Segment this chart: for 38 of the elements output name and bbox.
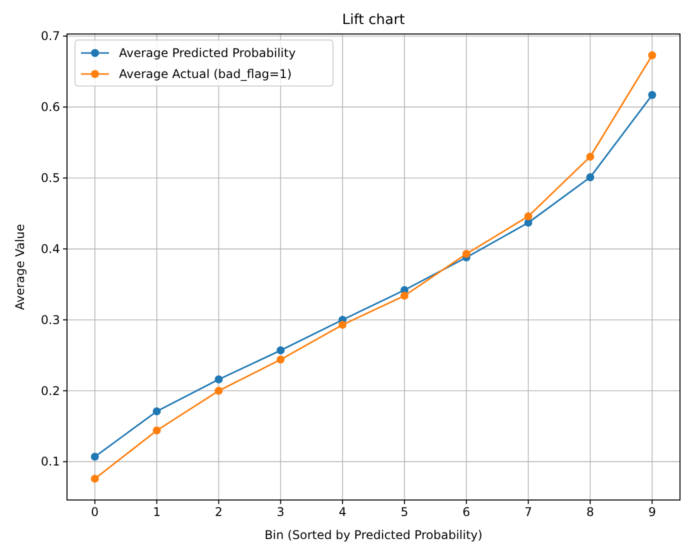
x-tick-label: 9 (648, 505, 656, 519)
y-axis-title: Average Value (13, 224, 27, 310)
y-tick-label: 0.2 (40, 384, 60, 398)
x-tick-label: 6 (462, 505, 470, 519)
x-tick-label: 2 (214, 505, 223, 519)
x-tick-label: 8 (586, 505, 594, 519)
point (586, 152, 594, 161)
x-tick-label: 1 (152, 505, 161, 519)
chart-title: Lift chart (342, 12, 406, 28)
y-tick-label: 0.7 (40, 29, 60, 44)
legend-label: Average Actual (bad_flag=1) (119, 67, 292, 81)
y-tick-label: 0.5 (40, 170, 60, 185)
legend-label: Average Predicted Probability (119, 46, 296, 60)
point (214, 386, 223, 395)
point (90, 474, 99, 483)
x-tick-label: 7 (524, 505, 532, 519)
x-tick-label: 0 (91, 505, 99, 519)
y-tick-label: 0.6 (40, 100, 60, 114)
point (648, 51, 656, 60)
x-tick-label: 3 (276, 505, 284, 519)
point (90, 452, 99, 461)
point (586, 173, 594, 182)
point (152, 426, 161, 434)
point (276, 356, 285, 364)
point (214, 375, 223, 384)
x-axis-title: Bin (Sorted by Predicted Probability) (264, 528, 482, 542)
point (338, 320, 347, 329)
point (524, 212, 532, 220)
point (400, 292, 408, 300)
point (152, 407, 161, 416)
x-tick-label: 5 (400, 505, 408, 519)
y-tick-label: 0.4 (40, 242, 60, 256)
y-tick-label: 0.3 (40, 312, 60, 327)
y-tick-label: 0.1 (40, 454, 60, 469)
point (648, 91, 656, 99)
point (462, 250, 470, 258)
x-tick-label: 4 (338, 505, 346, 519)
point (276, 346, 285, 354)
